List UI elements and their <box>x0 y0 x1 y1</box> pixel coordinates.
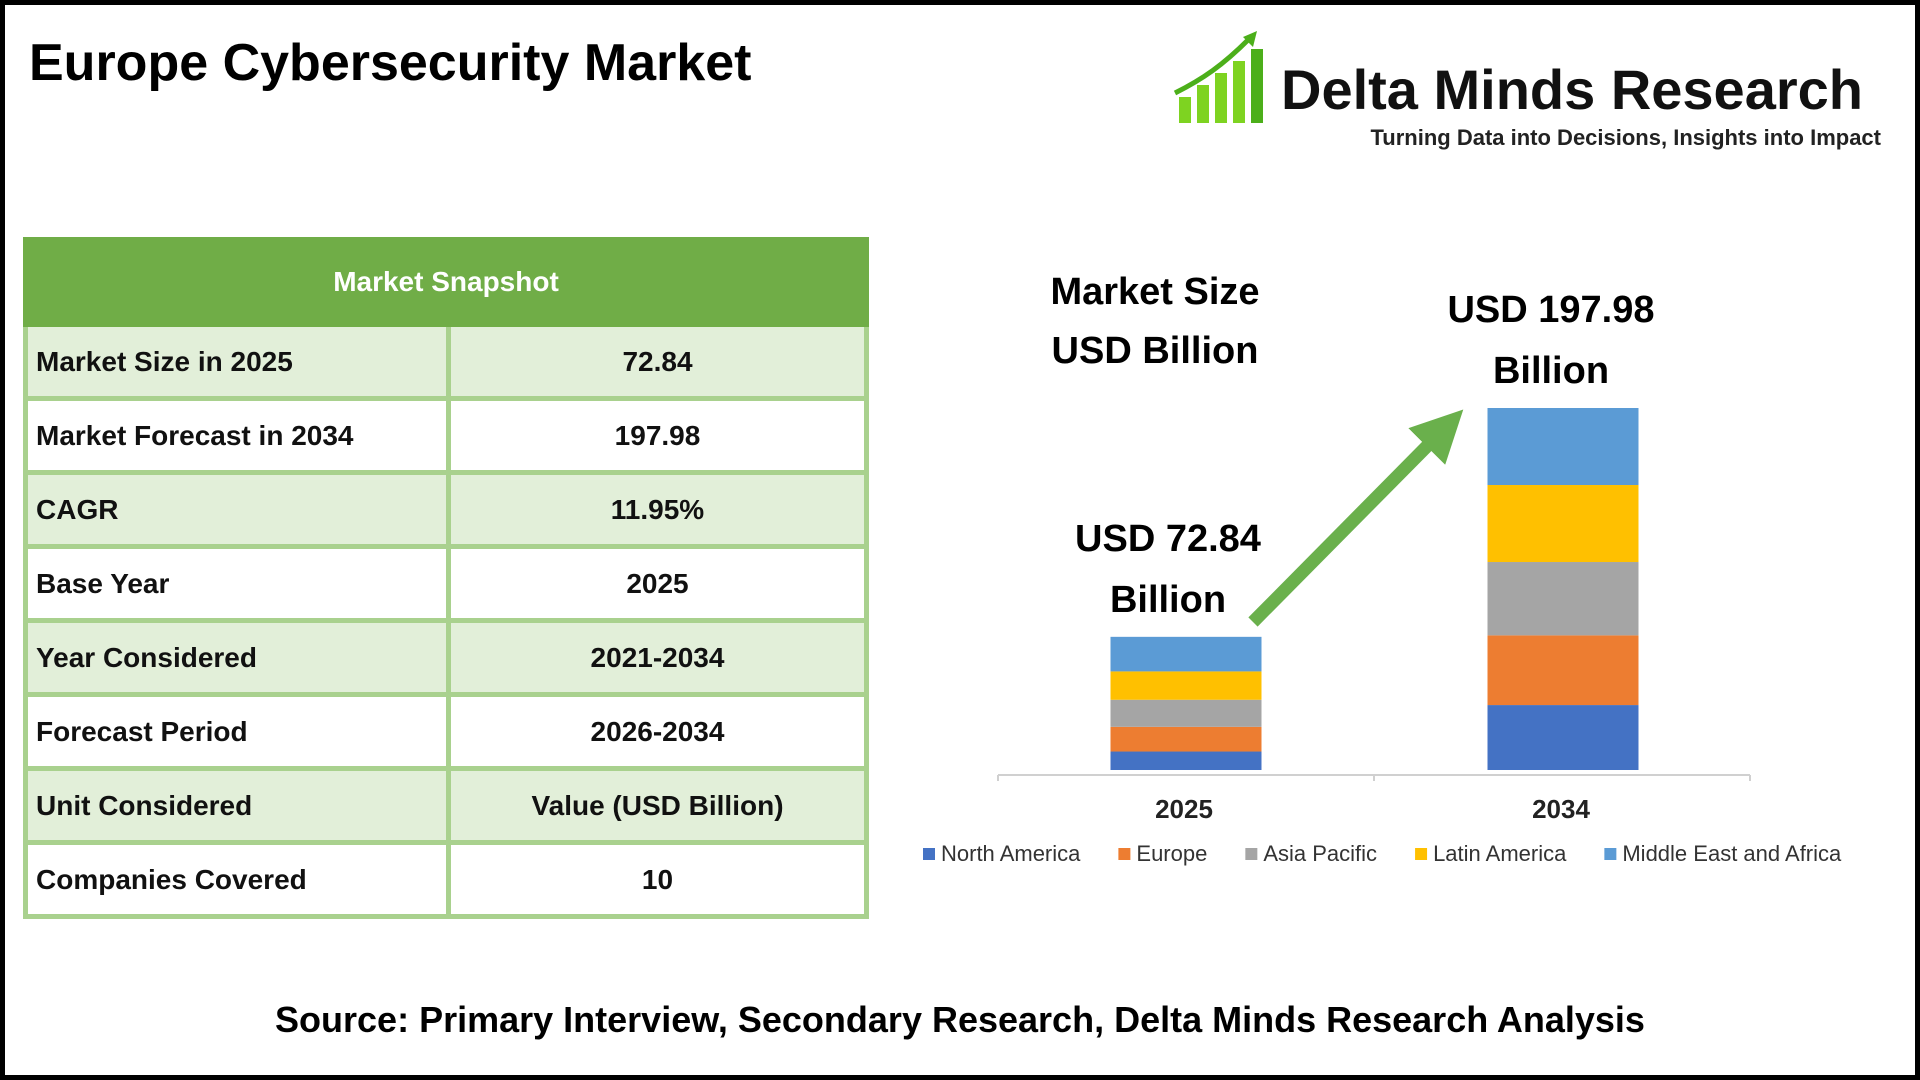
row-label: CAGR <box>23 470 451 549</box>
row-label: Year Considered <box>23 618 451 697</box>
row-value: 2026-2034 <box>446 692 869 771</box>
row-label: Market Forecast in 2034 <box>23 396 451 475</box>
row-label: Base Year <box>23 544 451 623</box>
row-label: Unit Considered <box>23 766 451 845</box>
legend-label: Asia Pacific <box>1263 841 1377 866</box>
row-value: 10 <box>446 840 869 919</box>
page-title: Europe Cybersecurity Market <box>29 34 752 92</box>
bar-segment <box>1110 671 1262 700</box>
logo-name: Delta Minds Research <box>1281 58 1863 121</box>
legend-swatch <box>923 848 935 860</box>
table-row: Market Size in 2025 72.84 <box>23 322 869 401</box>
row-label: Companies Covered <box>23 840 451 919</box>
bar-segment <box>1487 408 1639 486</box>
table-title: Market Snapshot <box>23 237 869 327</box>
x-tick-label: 2034 <box>1532 794 1590 824</box>
bar-segment <box>1487 705 1639 770</box>
legend-swatch <box>1245 848 1258 860</box>
logo-tagline: Turning Data into Decisions, Insights in… <box>1370 125 1881 150</box>
x-tick-label: 2025 <box>1155 794 1213 824</box>
table-row: Market Forecast in 2034 197.98 <box>23 396 869 475</box>
total-annotation: USD 197.98 Billion <box>1447 289 1655 392</box>
legend-label: Latin America <box>1433 841 1567 866</box>
growth-arrow <box>1248 409 1464 627</box>
snapshot-table: Market Snapshot Market Size in 2025 72.84 M… <box>23 237 869 919</box>
chart: 2025 2034 North America Europe Asia Pacific L… <box>923 408 1842 866</box>
total-annotation: USD 72.84 Billion <box>1075 517 1261 621</box>
legend-swatch <box>1415 848 1428 860</box>
row-value: 72.84 <box>446 322 869 401</box>
source-note: Source: Primary Interview, Secondary Res… <box>275 999 1645 1040</box>
legend-label: North America <box>941 841 1081 866</box>
table-row: Forecast Period 2026-2034 <box>23 692 869 771</box>
bar-segment <box>1110 726 1262 752</box>
legend-swatch <box>1118 848 1131 860</box>
row-value: 197.98 <box>446 396 869 475</box>
row-value: 2025 <box>446 544 869 623</box>
table-row: Companies Covered 10 <box>23 840 869 919</box>
table-row: Year Considered 2021-2034 <box>23 618 869 697</box>
bar-segment <box>1487 485 1639 563</box>
table-row: Base Year 2025 <box>23 544 869 623</box>
bar-segment <box>1487 635 1639 706</box>
bar-segment <box>1110 751 1262 770</box>
chart-title: Market Size USD Billion <box>1050 271 1260 372</box>
legend-label: Europe <box>1136 841 1207 866</box>
logo-icon <box>1173 31 1263 123</box>
table-row: CAGR 11.95% <box>23 470 869 549</box>
legend-swatch <box>1604 848 1617 860</box>
row-value: Value (USD Billion) <box>446 766 869 845</box>
bar-segment <box>1110 699 1262 727</box>
legend-label: Middle East and Africa <box>1622 841 1842 866</box>
bar-segment <box>1487 562 1639 636</box>
row-value: 11.95% <box>446 470 869 549</box>
row-label: Market Size in 2025 <box>23 322 451 401</box>
row-value: 2021-2034 <box>446 618 869 697</box>
table-row: Unit Considered Value (USD Billion) <box>23 766 869 845</box>
bar-segment <box>1110 636 1262 672</box>
row-label: Forecast Period <box>23 692 451 771</box>
header-row: Market Snapshot <box>23 237 869 327</box>
